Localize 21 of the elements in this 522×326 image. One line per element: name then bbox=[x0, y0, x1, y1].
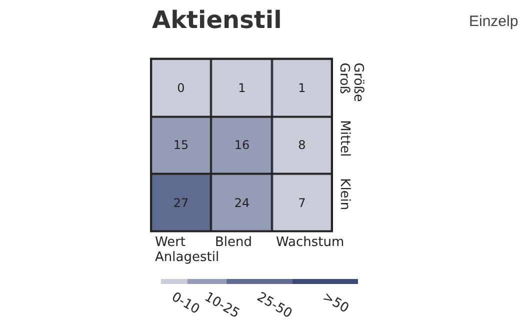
data-label: 7 bbox=[298, 196, 306, 210]
data-label: 1 bbox=[238, 80, 246, 95]
data-label: 1 bbox=[298, 80, 306, 95]
y-tick-label: Mittel bbox=[337, 120, 352, 157]
data-label: 0 bbox=[177, 80, 185, 95]
y-tick-label: Klein bbox=[337, 178, 352, 210]
data-label: 15 bbox=[173, 138, 189, 152]
text: Einzelp bbox=[469, 13, 518, 30]
data-label: 16 bbox=[234, 138, 250, 152]
color-bar-label: 0-10 bbox=[168, 290, 202, 318]
color-bar-label: >50 bbox=[320, 290, 352, 316]
chart-title: Aktienstil bbox=[152, 6, 282, 34]
x-tick-label: Blend bbox=[215, 235, 252, 250]
y-tick-label: Groß bbox=[336, 62, 352, 94]
x-axis-title: Anlagestil bbox=[155, 250, 220, 265]
data-label: 8 bbox=[298, 138, 306, 152]
x-tick-label: Wert bbox=[155, 235, 186, 250]
y-axis-title: Größe bbox=[350, 62, 366, 102]
data-label: 27 bbox=[173, 196, 189, 210]
data-label: 24 bbox=[234, 196, 250, 210]
x-tick-label: Wachstum bbox=[276, 235, 344, 250]
